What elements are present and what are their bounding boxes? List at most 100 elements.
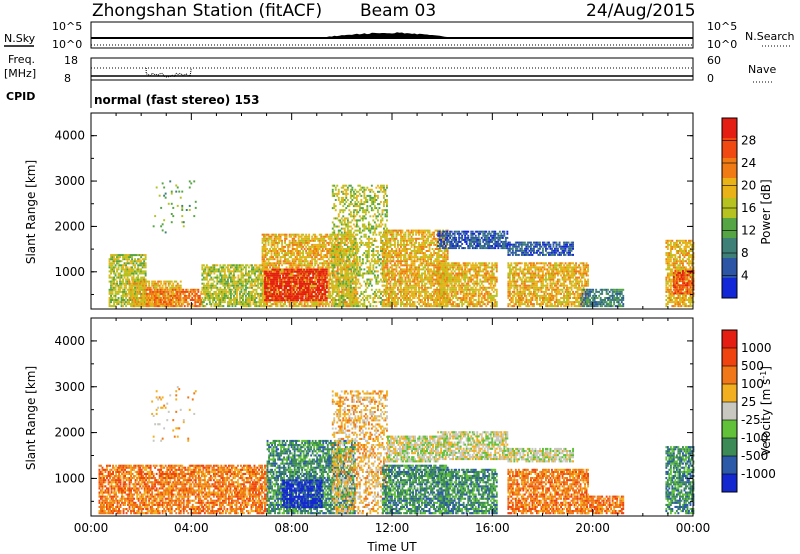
echo-cell	[176, 301, 179, 304]
echo-cell	[381, 299, 384, 301]
echo-cell	[306, 274, 309, 277]
echo-cell	[295, 289, 298, 291]
echo-cell	[128, 301, 130, 304]
echo-cell	[267, 284, 270, 287]
echo-cell	[289, 297, 292, 300]
echo-cell	[358, 231, 361, 234]
echo-cell	[349, 201, 352, 203]
echo-cell	[324, 266, 327, 269]
echo-cell	[288, 268, 291, 271]
echo-cell	[363, 229, 366, 232]
echo-cell	[142, 280, 145, 283]
echo-cell	[372, 219, 375, 222]
echo-cell	[320, 235, 323, 238]
echo-cell	[364, 243, 367, 246]
echo-cell	[200, 290, 203, 293]
echo-cell	[251, 264, 253, 267]
echo-cell	[125, 286, 127, 289]
echo-cell	[298, 270, 301, 273]
echo-cell	[318, 258, 321, 261]
echo-cell	[281, 270, 283, 273]
echo-cell	[167, 280, 170, 283]
echo-cell	[175, 284, 178, 287]
echo-cell	[185, 299, 188, 301]
echo-cell	[254, 280, 256, 283]
echo-cell	[349, 303, 352, 306]
echo-cell	[248, 286, 250, 289]
echo-cell	[364, 290, 367, 293]
echo-cell	[136, 303, 139, 306]
echo-cell	[188, 290, 191, 293]
echo-cell	[349, 248, 352, 250]
echo-cell	[251, 266, 253, 269]
echo-cell	[134, 282, 137, 285]
echo-cell	[179, 292, 182, 295]
echo-cell	[193, 215, 196, 218]
echo-cell	[108, 274, 111, 277]
echo-cell	[354, 282, 357, 285]
echo-cell	[231, 266, 234, 269]
echo-cell	[299, 264, 302, 267]
echo-cell	[383, 235, 386, 238]
echo-cell	[307, 285, 310, 287]
echo-cell	[267, 278, 269, 281]
echo-cell	[333, 235, 336, 238]
echo-cell	[348, 209, 351, 212]
echo-cell	[150, 294, 153, 297]
echo-cell	[205, 264, 208, 267]
echo-cell	[378, 290, 381, 293]
echo-cell	[237, 288, 240, 291]
echo-cell	[261, 237, 264, 240]
echo-cell	[360, 241, 363, 244]
echo-cell	[243, 284, 246, 287]
echo-cell	[236, 294, 238, 297]
echo-cell	[268, 291, 271, 294]
echo-cell	[383, 229, 386, 232]
echo-cell	[312, 250, 315, 252]
echo-cell	[298, 285, 301, 287]
echo-cell	[330, 243, 333, 246]
echo-cell	[276, 256, 279, 259]
echo-cell	[144, 266, 147, 269]
echo-cell	[382, 274, 384, 277]
echo-cell	[148, 286, 151, 289]
echo-cell	[156, 290, 159, 293]
echo-cell	[327, 303, 330, 306]
echo-cell	[286, 272, 289, 275]
echo-cell	[353, 237, 356, 240]
echo-cell	[234, 299, 237, 301]
echo-cell	[261, 239, 264, 242]
echo-cell	[265, 274, 268, 277]
echo-cell	[329, 286, 332, 289]
echo-cell	[349, 192, 352, 195]
echo-cell	[318, 270, 321, 273]
echo-cell	[110, 297, 112, 299]
echo-cell	[303, 256, 306, 259]
echo-cell	[345, 262, 348, 265]
echo-cell	[242, 305, 244, 308]
echo-cell	[258, 282, 261, 285]
echo-cell	[308, 305, 311, 308]
echo-cell	[332, 299, 335, 301]
echo-cell	[204, 266, 207, 269]
echo-cell	[114, 292, 117, 295]
echo-cell	[242, 282, 244, 285]
echo-cell	[302, 254, 305, 257]
echo-cell	[143, 284, 146, 287]
echo-cell	[297, 241, 300, 244]
echo-cell	[346, 217, 349, 220]
echo-cell	[186, 305, 189, 308]
echo-cell	[159, 301, 162, 304]
echo-cell	[143, 303, 146, 306]
echo-cell	[137, 290, 140, 293]
echo-cell	[314, 264, 317, 267]
echo-cell	[264, 303, 267, 306]
echo-cell	[292, 274, 295, 277]
echo-cell	[342, 274, 345, 277]
echo-cell	[345, 288, 348, 291]
echo-cell	[265, 280, 268, 283]
echo-cell	[260, 299, 262, 301]
echo-cell	[249, 294, 252, 297]
echo-cell	[351, 243, 354, 246]
echo-cell	[342, 276, 345, 279]
